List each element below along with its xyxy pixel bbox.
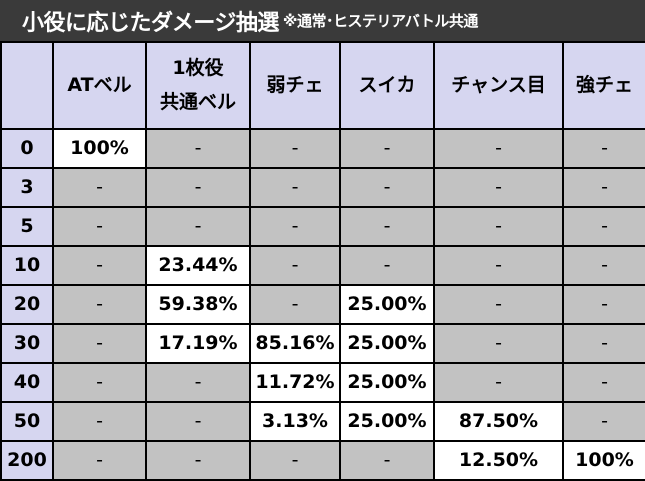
table-cell: -: [52, 400, 147, 442]
table-row: 40- -11.72% 25.00% - -: [0, 361, 645, 403]
header-line1: ATベル: [67, 74, 132, 97]
table-cell: -: [145, 166, 251, 208]
table-cell: 25.00%: [339, 361, 435, 403]
table-cell: -: [562, 400, 645, 442]
table-cell: 25.00%: [339, 322, 435, 364]
header-cell: ATベル: [52, 41, 147, 130]
corner-cell: [0, 41, 54, 130]
table-cell: -: [339, 205, 435, 247]
damage-table: ATベル 1枚役 共通ベル 弱チェ スイカ チャンス目 強チェ 0 100% - - -…: [0, 41, 645, 481]
header-cell: 強チェ: [562, 41, 645, 130]
table-cell: -: [145, 205, 251, 247]
table-cell: -: [249, 205, 341, 247]
table-cell: -: [52, 361, 147, 403]
row-label: 20: [0, 283, 54, 325]
row-label: 200: [0, 439, 54, 481]
table-cell: -: [433, 283, 564, 325]
header-cell: 1枚役 共通ベル: [145, 41, 251, 130]
table-cell: -: [433, 166, 564, 208]
header-row: ATベル 1枚役 共通ベル 弱チェ スイカ チャンス目 強チェ: [0, 41, 645, 130]
header-cell: スイカ: [339, 41, 435, 130]
table-cell: -: [52, 244, 147, 286]
header-cell: チャンス目: [433, 41, 564, 130]
table-cell: 87.50%: [433, 400, 564, 442]
table-cell: -: [562, 205, 645, 247]
table-cell: -: [562, 244, 645, 286]
table-row: 20-59.38% -25.00% - -: [0, 283, 645, 325]
table-row: 5------: [0, 205, 645, 247]
table-cell: 23.44%: [145, 244, 251, 286]
row-label: 40: [0, 361, 54, 403]
table-row: 3------: [0, 166, 645, 208]
row-label: 50: [0, 400, 54, 442]
table-cell: -: [52, 283, 147, 325]
row-label: 0: [0, 127, 54, 169]
page-title: 小役に応じたダメージ抽選: [22, 10, 279, 36]
table-row: 0 100% - - - - -: [0, 127, 645, 169]
row-label: 10: [0, 244, 54, 286]
table-cell: -: [562, 322, 645, 364]
table-cell: 59.38%: [145, 283, 251, 325]
table-cell: 17.19%: [145, 322, 251, 364]
header-line2: 共通ベル: [159, 91, 236, 114]
row-label: 3: [0, 166, 54, 208]
table-cell: -: [433, 127, 564, 169]
header-line1: 弱チェ: [266, 74, 324, 97]
table-cell: 11.72%: [249, 361, 341, 403]
table-cell: -: [433, 361, 564, 403]
table-cell: 100%: [562, 439, 645, 481]
table-row: 10-23.44% - - - -: [0, 244, 645, 286]
table-cell: -: [562, 127, 645, 169]
table-row: 200- - - -12.50% 100%: [0, 439, 645, 481]
table-cell: -: [52, 205, 147, 247]
table-cell: -: [339, 244, 435, 286]
table-cell: -: [433, 244, 564, 286]
header-cell: 弱チェ: [249, 41, 341, 130]
header-line1: 1枚役: [172, 57, 224, 80]
table-cell: -: [52, 322, 147, 364]
table-cell: -: [562, 166, 645, 208]
table-cell: 25.00%: [339, 283, 435, 325]
table-cell: -: [249, 244, 341, 286]
header-line1: チャンス目: [451, 74, 546, 97]
table-cell: -: [339, 166, 435, 208]
table-cell: -: [52, 166, 147, 208]
row-label: 5: [0, 205, 54, 247]
table-cell: 3.13%: [249, 400, 341, 442]
title-bar: 小役に応じたダメージ抽選 ※通常･ヒステリアバトル共通: [0, 0, 645, 41]
header-line1: スイカ: [358, 74, 416, 97]
table-cell: 12.50%: [433, 439, 564, 481]
header-line1: 強チェ: [575, 74, 633, 97]
table-row: 30-17.19% 85.16% 25.00% - -: [0, 322, 645, 364]
table-cell: -: [339, 127, 435, 169]
table-row: 50- -3.13% 25.00% 87.50% -: [0, 400, 645, 442]
table-cell: -: [145, 400, 251, 442]
table-cell: -: [562, 361, 645, 403]
table-cell: -: [339, 439, 435, 481]
table-cell: -: [145, 361, 251, 403]
title-note: ※通常･ヒステリアバトル共通: [282, 12, 478, 30]
table-cell: -: [433, 205, 564, 247]
row-label: 30: [0, 322, 54, 364]
table-cell: -: [52, 439, 147, 481]
table-cell: -: [249, 439, 341, 481]
table-cell: -: [249, 127, 341, 169]
table-cell: -: [562, 283, 645, 325]
table-cell: 85.16%: [249, 322, 341, 364]
table-cell: -: [249, 166, 341, 208]
table-cell: -: [145, 127, 251, 169]
table-cell: 25.00%: [339, 400, 435, 442]
table-cell: -: [145, 439, 251, 481]
table-cell: -: [433, 322, 564, 364]
table-cell: 100%: [52, 127, 147, 169]
table-cell: -: [249, 283, 341, 325]
